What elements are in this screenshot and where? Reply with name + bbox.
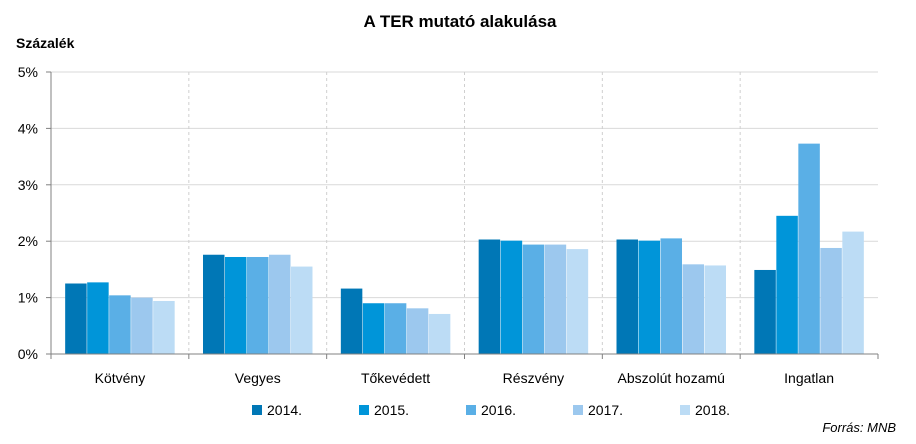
y-tick-label: 3% [18,177,38,193]
bar [269,254,291,354]
bar [704,265,726,354]
legend-swatch [680,405,690,415]
bar [406,308,429,354]
legend-entry: 2018. [695,402,730,418]
axis-layer: 0% 1% 2% 3% 4% 5% Kötvény Vegyes Tőkevédett Részv… [18,64,879,386]
x-tick-label: Vegyes [235,370,281,386]
bar [754,269,776,354]
source-note: Forrás: MNB [822,420,896,435]
bar [522,244,545,354]
chart-title: A TER mutató alakulása [363,12,557,31]
legend-entry: 2017. [588,402,623,418]
grid-layer [51,71,878,354]
bar [109,295,131,354]
bar [153,300,175,354]
legend: 2014. 2015. 2016. 2017. 2018. [252,402,730,418]
bar [500,240,523,354]
bar [362,303,385,354]
legend-entry: 2016. [481,402,516,418]
x-tick-label: Tőkevédett [361,370,430,386]
legend-entry: 2014. [267,402,302,418]
bar [638,240,660,354]
y-tick-label: 0% [18,346,38,362]
bar [131,297,153,354]
bar [682,264,704,354]
y-tick-label: 1% [18,290,38,306]
x-tick-label: Ingatlan [784,370,834,386]
bar [842,231,864,354]
bar [203,254,225,354]
bar [247,256,269,354]
bar [340,288,363,354]
bar [820,247,842,354]
bar [616,239,638,354]
y-tick-label: 4% [18,120,38,136]
bar [428,313,451,354]
bar [660,238,682,354]
bar [225,256,247,354]
bar [776,215,798,354]
legend-swatch [359,405,369,415]
legend-entry: 2015. [374,402,409,418]
y-axis-label: Százalék [16,35,75,51]
y-tick-label: 5% [18,64,38,80]
bar [478,239,501,354]
bars-layer [65,143,864,354]
x-tick-label: Kötvény [95,370,146,386]
bar [798,143,820,354]
bar [291,266,313,354]
legend-swatch [466,405,476,415]
y-tick-label: 2% [18,233,38,249]
bar [65,283,87,354]
bar [384,303,407,354]
legend-swatch [573,405,583,415]
x-tick-label: Részvény [503,370,564,386]
x-tick-label: Abszolút hozamú [618,370,725,386]
bar [87,282,109,354]
legend-swatch [252,405,262,415]
bar [566,249,589,354]
bar [544,244,567,354]
